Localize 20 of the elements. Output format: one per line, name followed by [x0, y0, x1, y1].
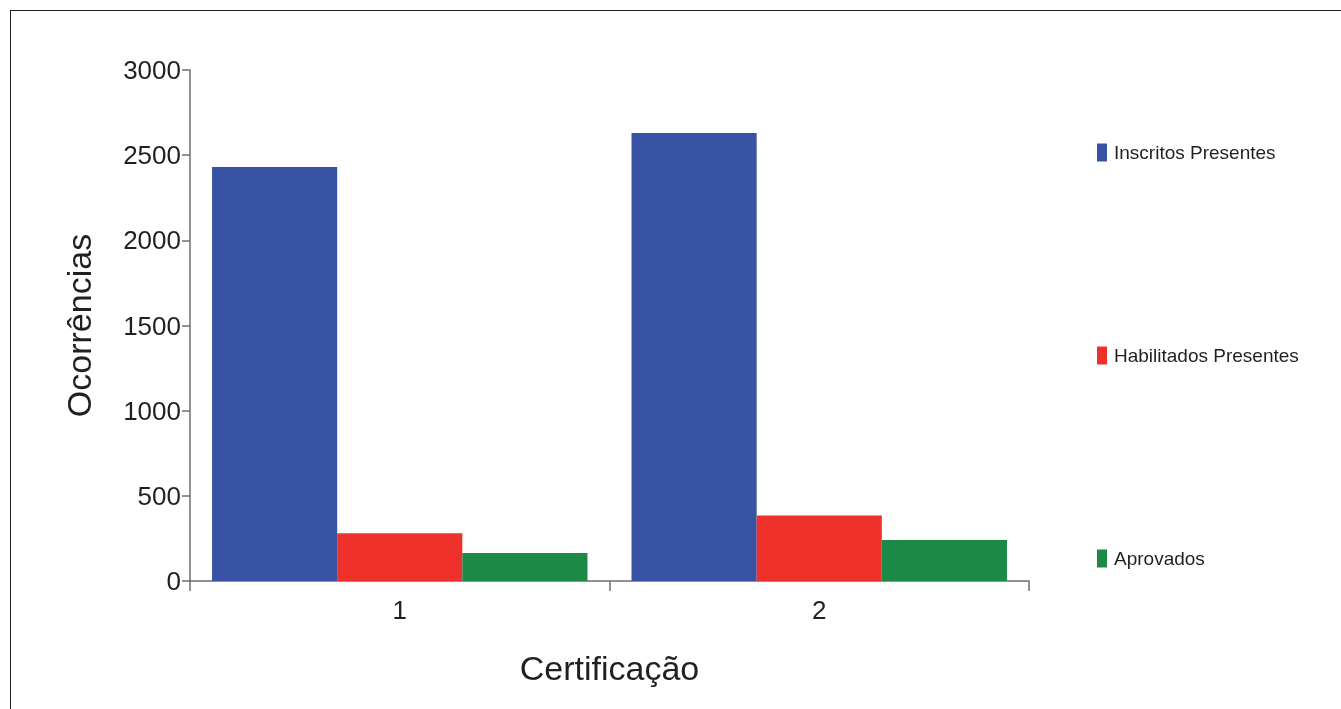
- y-tick-label: 2500: [123, 140, 181, 171]
- y-tick-label: 1500: [123, 310, 181, 341]
- bar: [212, 167, 338, 581]
- y-tick-label: 500: [137, 480, 181, 511]
- x-tick-label: 1: [392, 595, 407, 625]
- bar: [337, 533, 463, 581]
- y-tick-label: 3000: [123, 55, 181, 85]
- bar: [881, 540, 1007, 581]
- x-tick-label: 2: [812, 595, 827, 625]
- y-axis-title: Ocorrências: [60, 233, 98, 418]
- y-tick-label: 0: [166, 566, 181, 596]
- legend-label: Habilitados Presentes: [1114, 345, 1299, 366]
- y-tick-label: 1000: [123, 395, 181, 426]
- x-axis-title: Certificação: [519, 649, 700, 687]
- bar: [756, 515, 882, 581]
- legend-label: Inscritos Presentes: [1114, 142, 1276, 163]
- bar: [631, 133, 757, 581]
- bar: [462, 552, 588, 581]
- y-tick-label: 2000: [123, 225, 181, 256]
- legend-label: Aprovados: [1114, 548, 1205, 569]
